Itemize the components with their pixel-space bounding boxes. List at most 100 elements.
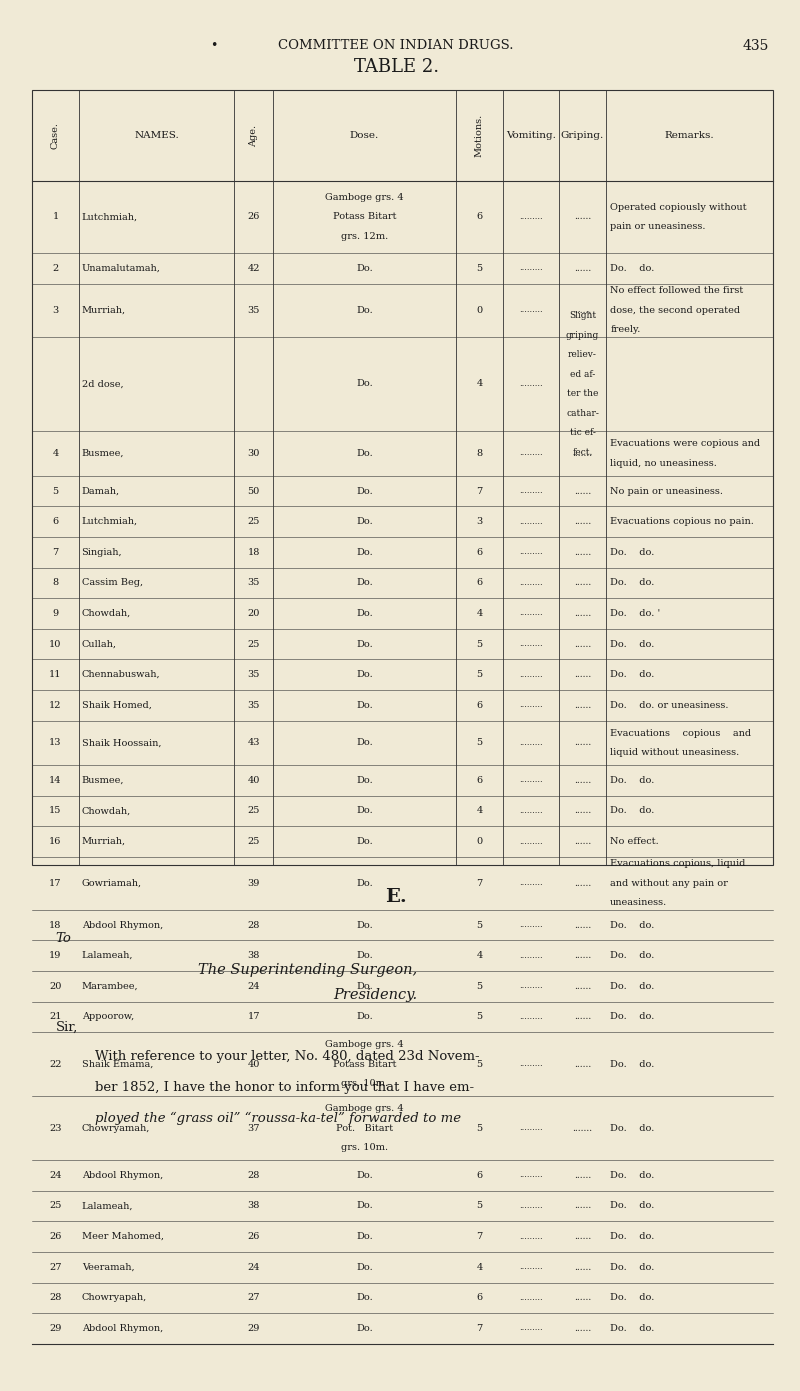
Text: 9: 9 [53,609,58,618]
Text: 29: 29 [50,1324,62,1333]
Text: Unamalutamah,: Unamalutamah, [82,264,161,273]
Text: .........: ......... [519,213,542,221]
Text: 26: 26 [247,1232,260,1241]
Text: ......: ...... [574,701,591,709]
Text: No effect followed the first: No effect followed the first [610,287,743,295]
Text: 5: 5 [476,1202,482,1210]
Text: 6: 6 [476,213,482,221]
Text: 50: 50 [247,487,260,495]
Text: 13: 13 [50,739,62,747]
Text: Abdool Rhymon,: Abdool Rhymon, [82,1171,163,1180]
Text: Do.    do.: Do. do. [610,1124,654,1132]
Text: Remarks.: Remarks. [665,131,714,140]
Text: Do.    do.: Do. do. [610,264,654,273]
Text: Chowdah,: Chowdah, [82,609,131,618]
Text: ......: ...... [574,1013,591,1021]
Text: 30: 30 [247,449,260,458]
Text: Do.: Do. [356,670,373,679]
Text: Damah,: Damah, [82,487,120,495]
Text: Singiah,: Singiah, [82,548,122,556]
Text: Meer Mahomed,: Meer Mahomed, [82,1232,164,1241]
Text: 21: 21 [50,1013,62,1021]
Text: Do.    do.: Do. do. [610,921,654,929]
Text: .........: ......... [519,921,542,929]
Text: .........: ......... [519,1124,542,1132]
Text: 5: 5 [476,640,482,648]
Text: Evacuations copious no pain.: Evacuations copious no pain. [610,517,754,526]
Text: Do.: Do. [356,739,373,747]
Text: 28: 28 [247,1171,260,1180]
Text: ......: ...... [574,1171,591,1180]
Text: 26: 26 [50,1232,62,1241]
Text: Do.: Do. [356,306,373,314]
Text: .........: ......... [519,1263,542,1271]
Text: .........: ......... [519,609,542,618]
Text: 0: 0 [476,306,482,314]
Text: 35: 35 [247,670,260,679]
Text: 38: 38 [247,951,260,960]
Text: .........: ......... [519,1060,542,1068]
Text: 29: 29 [247,1324,260,1333]
Text: Busmee,: Busmee, [82,449,124,458]
Text: ......: ...... [574,213,591,221]
Text: Do.    do.: Do. do. [610,1202,654,1210]
Text: Lalameah,: Lalameah, [82,951,133,960]
Text: 8: 8 [53,579,58,587]
Text: 40: 40 [247,1060,260,1068]
Text: 7: 7 [476,487,482,495]
Text: .........: ......... [519,548,542,556]
Text: .........: ......... [519,517,542,526]
Text: ......: ...... [574,879,591,887]
Text: E.: E. [386,889,407,906]
Text: grs. 12m.: grs. 12m. [341,232,388,241]
Text: Do.: Do. [356,1202,373,1210]
Text: ......: ...... [574,951,591,960]
Text: reliev-: reliev- [568,351,597,359]
Text: Do.: Do. [356,380,373,388]
Text: Evacuations were copious and: Evacuations were copious and [610,440,760,448]
Text: 27: 27 [50,1263,62,1271]
Text: TABLE 2.: TABLE 2. [354,58,438,75]
Bar [32,90,773,865]
Text: .........: ......... [519,807,542,815]
Text: .........: ......... [519,879,542,887]
Text: ......: ...... [574,1232,591,1241]
Text: 6: 6 [476,548,482,556]
Text: .........: ......... [519,837,542,846]
Text: ......: ...... [574,1294,591,1302]
Text: ......: ...... [574,579,591,587]
Text: 7: 7 [476,879,482,887]
Text: .........: ......... [519,739,542,747]
Text: Do.: Do. [356,449,373,458]
Text: 19: 19 [50,951,62,960]
Text: Vomiting.: Vomiting. [506,131,556,140]
Text: ......: ...... [574,548,591,556]
Text: 6: 6 [476,701,482,709]
Text: .........: ......... [519,776,542,785]
Text: 7: 7 [476,1232,482,1241]
Text: 12: 12 [50,701,62,709]
Text: 25: 25 [247,837,260,846]
Text: Motions.: Motions. [475,114,484,157]
Text: Do.: Do. [356,982,373,990]
Text: 10: 10 [50,640,62,648]
Text: Do.: Do. [356,701,373,709]
Text: Do.    do.: Do. do. [610,1013,654,1021]
Text: Gamboge grs. 4: Gamboge grs. 4 [326,1040,404,1049]
Text: 4: 4 [476,609,482,618]
Text: Lutchmiah,: Lutchmiah, [82,213,138,221]
Text: Do.: Do. [356,609,373,618]
Text: ......: ...... [574,921,591,929]
Text: ......: ...... [574,609,591,618]
Text: freely.: freely. [610,325,641,334]
Text: Do.    do.: Do. do. [610,1324,654,1333]
Text: .........: ......... [519,982,542,990]
Text: Do.: Do. [356,1171,373,1180]
Text: 5: 5 [53,487,58,495]
Text: .........: ......... [519,264,542,273]
Text: 25: 25 [247,807,260,815]
Text: Do.: Do. [356,1324,373,1333]
Text: ......: ...... [574,264,591,273]
Text: With reference to your letter, No. 480, dated 23d Novem-: With reference to your letter, No. 480, … [95,1050,480,1063]
Text: .........: ......... [519,1232,542,1241]
